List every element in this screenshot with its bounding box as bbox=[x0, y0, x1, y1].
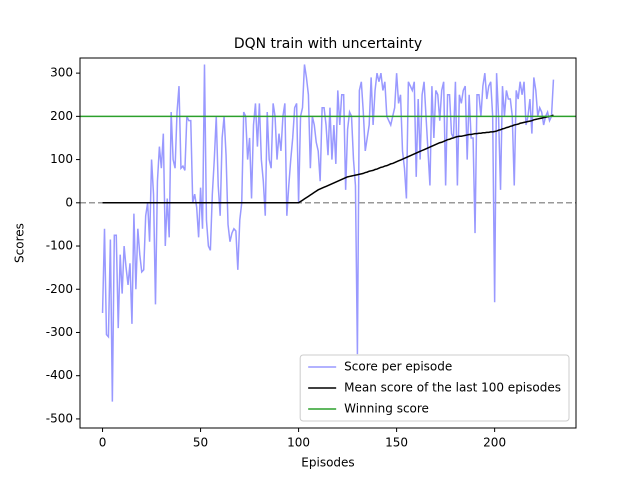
x-axis-label: Episodes bbox=[301, 456, 354, 470]
y-tick-label: -500 bbox=[46, 411, 73, 425]
y-tick-label: -100 bbox=[46, 239, 73, 253]
y-tick-label: 300 bbox=[50, 66, 73, 80]
y-tick-label: -400 bbox=[46, 368, 73, 382]
y-tick-label: 100 bbox=[50, 152, 73, 166]
x-tick-label: 100 bbox=[287, 436, 310, 450]
y-tick-label: 200 bbox=[50, 109, 73, 123]
x-tick-label: 200 bbox=[483, 436, 506, 450]
axes-frame bbox=[79, 57, 577, 429]
chart-title: DQN train with uncertainty bbox=[234, 36, 422, 52]
legend-label: Score per episode bbox=[344, 360, 452, 374]
y-tick-label: -200 bbox=[46, 282, 73, 296]
x-tick-label: 0 bbox=[99, 436, 107, 450]
legend-label: Mean score of the last 100 episodes bbox=[344, 381, 561, 395]
x-tick-label: 150 bbox=[385, 436, 408, 450]
legend-label: Winning score bbox=[344, 402, 429, 416]
plot-area bbox=[80, 64, 576, 402]
x-tick-label: 50 bbox=[193, 436, 208, 450]
y-axis-label: Scores bbox=[13, 223, 27, 263]
legend: Score per episode Mean score of the last … bbox=[299, 354, 570, 422]
y-tick-label: 0 bbox=[65, 195, 73, 209]
series-line bbox=[101, 64, 555, 402]
legend-box bbox=[299, 354, 570, 422]
series-line bbox=[102, 114, 554, 204]
y-tick-label: -300 bbox=[46, 325, 73, 339]
